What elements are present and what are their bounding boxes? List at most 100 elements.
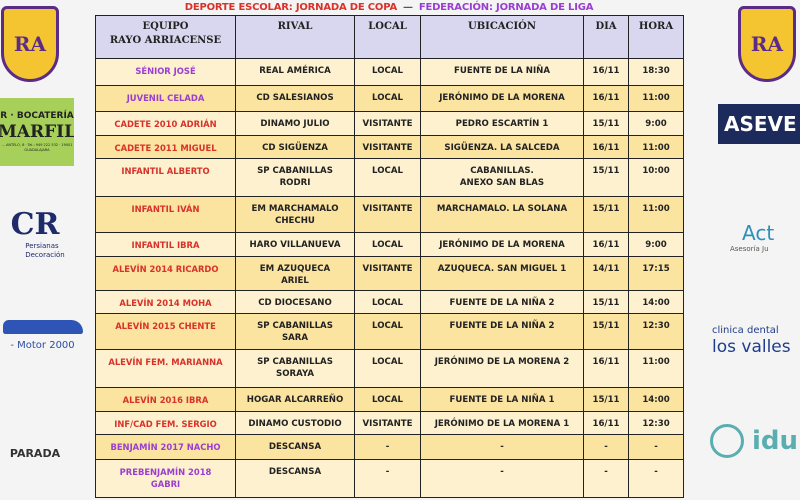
cell-day: 15/11: [583, 313, 629, 350]
cell-local: LOCAL: [354, 158, 421, 197]
cell-time: 12:30: [628, 313, 684, 350]
cell-rival: EM AZUQUECA ARIEL: [235, 256, 355, 291]
cell-local: VISITANTE: [354, 196, 421, 233]
cell-rival: DESCANSA: [235, 459, 355, 498]
sponsor-motor2000-logo: - Motor 2000: [0, 312, 85, 358]
school-title: DEPORTE ESCOLAR: JORNADA DE COPA: [184, 2, 397, 13]
table-row: BENJAMÍN 2017 NACHO DESCANSA - - - -: [95, 434, 684, 460]
cell-team: ALEVÍN 2014 MOHA: [95, 290, 236, 314]
cell-place: JERÓNIMO DE LA MORENA 1: [420, 411, 584, 435]
cell-local: LOCAL: [354, 290, 421, 314]
table-row: CADETE 2010 ADRIÁN DINAMO JULIO VISITANTE P…: [95, 111, 684, 136]
table-header-row: EQUIPO RAYO ARRIACENSE RIVAL LOCAL UBICACIÓ…: [95, 15, 684, 59]
cell-local: LOCAL: [354, 349, 421, 388]
sponsor-actua-logo: Act Asesoría Ju: [720, 212, 800, 262]
cell-time: 10:00: [628, 158, 684, 197]
cell-place: JERÓNIMO DE LA MORENA: [420, 232, 584, 257]
column-header-hora: HORA: [628, 15, 684, 59]
crest-letters: RA: [750, 32, 784, 56]
cell-time: 12:30: [628, 411, 684, 435]
cell-local: VISITANTE: [354, 411, 421, 435]
cell-day: 14/11: [583, 256, 629, 291]
column-header-ubicacion: UBICACIÓN: [420, 15, 584, 59]
crest-letters: RA: [13, 32, 47, 56]
sponsor-name: R · BOCATERÍA: [0, 111, 74, 121]
cell-team: PREBENJAMÍN 2018 GABRI: [95, 459, 236, 498]
column-header-local: LOCAL: [354, 15, 421, 59]
cell-place: SIGÜENZA. LA SALCEDA: [420, 135, 584, 159]
sponsor-aseve-logo: ASEVE: [718, 104, 800, 144]
cell-rival: CD SALESIANOS: [235, 85, 355, 112]
title-separator: —: [403, 2, 413, 13]
cell-local: VISITANTE: [354, 256, 421, 291]
cell-team: BENJAMÍN 2017 NACHO: [95, 434, 236, 460]
cell-team: ALEVÍN 2015 CHENTE: [95, 313, 236, 350]
sponsor-address: ... ANTELO, 6 · Tel.: 949 222 532 · 1900…: [1, 143, 73, 152]
table-row: ALEVÍN 2014 RICARDO EM AZUQUECA ARIEL VISI…: [95, 256, 684, 291]
car-icon: [2, 319, 83, 334]
table-row: INF/CAD FEM. SERGIO DINAMO CUSTODIO VISITA…: [95, 411, 684, 435]
cell-place: JERÓNIMO DE LA MORENA: [420, 85, 584, 112]
cell-team: INF/CAD FEM. SERGIO: [95, 411, 236, 435]
cell-rival: CD DIOCESANO: [235, 290, 355, 314]
cell-time: 9:00: [628, 232, 684, 257]
table-row: ALEVÍN 2016 IBRA HOGAR ALCARREÑO LOCAL FUEN…: [95, 387, 684, 412]
cell-local: LOCAL: [354, 58, 421, 86]
club-crest-left: RA: [1, 6, 59, 82]
sponsor-tagline: Persianas Decoración: [25, 242, 65, 259]
cell-team: ALEVÍN 2014 RICARDO: [95, 256, 236, 291]
cell-day: 16/11: [583, 85, 629, 112]
page-title: DEPORTE ESCOLAR: JORNADA DE COPA — FEDERAC…: [95, 2, 683, 13]
sponsor-name: ASEVE: [724, 112, 797, 136]
cell-team: INFANTIL ALBERTO: [95, 158, 236, 197]
column-header-rival: RIVAL: [235, 15, 355, 59]
sponsor-cr-logo: CR Persianas Decoración: [0, 192, 70, 276]
cell-day: 16/11: [583, 232, 629, 257]
sponsor-marfil-logo: R · BOCATERÍA MARFIL ... ANTELO, 6 · Tel…: [0, 98, 74, 166]
cell-team: CADETE 2011 MIGUEL: [95, 135, 236, 159]
sponsor-name: - Motor 2000: [10, 339, 75, 351]
cell-place: FUENTE DE LA NIÑA 1: [420, 387, 584, 412]
cell-day: 16/11: [583, 411, 629, 435]
table-row: ALEVÍN 2014 MOHA CD DIOCESANO LOCAL FUENTE …: [95, 290, 684, 314]
cell-time: 14:00: [628, 290, 684, 314]
cell-day: -: [583, 459, 629, 498]
cell-time: -: [628, 459, 684, 498]
table-row: INFANTIL IBRA HARO VILLANUEVA LOCAL JERÓNIM…: [95, 232, 684, 257]
cell-place: FUENTE DE LA NIÑA: [420, 58, 584, 86]
cell-place: FUENTE DE LA NIÑA 2: [420, 290, 584, 314]
sponsor-name: PARADA: [9, 447, 61, 460]
cell-local: VISITANTE: [354, 135, 421, 159]
cell-time: -: [628, 434, 684, 460]
cell-day: 16/11: [583, 135, 629, 159]
schedule-table: EQUIPO RAYO ARRIACENSE RIVAL LOCAL UBICACIÓ…: [95, 15, 684, 498]
cell-day: 16/11: [583, 349, 629, 388]
cell-team: ALEVÍN 2016 IBRA: [95, 387, 236, 412]
table-row: JUVENIL CELADA CD SALESIANOS LOCAL JERÓNIMO…: [95, 85, 684, 112]
cell-rival: REAL AMÉRICA: [235, 58, 355, 86]
cell-day: 15/11: [583, 196, 629, 233]
cell-rival: EM MARCHAMALO CHECHU: [235, 196, 355, 233]
cell-place: FUENTE DE LA NIÑA 2: [420, 313, 584, 350]
cell-local: LOCAL: [354, 313, 421, 350]
cell-team: SÉNIOR JOSÉ: [95, 58, 236, 86]
sponsor-parada-logo: PARADA: [0, 390, 70, 460]
cell-time: 14:00: [628, 387, 684, 412]
cell-time: 11:00: [628, 85, 684, 112]
cell-day: 15/11: [583, 158, 629, 197]
cell-day: 16/11: [583, 58, 629, 86]
federation-title: FEDERACIÓN: JORNADA DE LIGA: [418, 2, 594, 13]
cell-team: ALEVÍN FEM. MARIANNA: [95, 349, 236, 388]
sponsor-name: idu: [752, 426, 799, 456]
sponsor-tagline: Asesoría Ju: [730, 244, 769, 253]
cell-time: 9:00: [628, 111, 684, 136]
cell-rival: SP CABANILLAS RODRI: [235, 158, 355, 197]
table-row: CADETE 2011 MIGUEL CD SIGÜENZA VISITANTE SI…: [95, 135, 684, 159]
cell-place: CABANILLAS. ANEXO SAN BLAS: [420, 158, 584, 197]
cell-rival: DESCANSA: [235, 434, 355, 460]
sponsor-name: Act: [742, 220, 775, 245]
sponsor-name: CR: [10, 207, 60, 242]
table-row: ALEVÍN 2015 CHENTE SP CABANILLAS SARA LOCA…: [95, 313, 684, 350]
cell-day: -: [583, 434, 629, 460]
cell-day: 15/11: [583, 111, 629, 136]
